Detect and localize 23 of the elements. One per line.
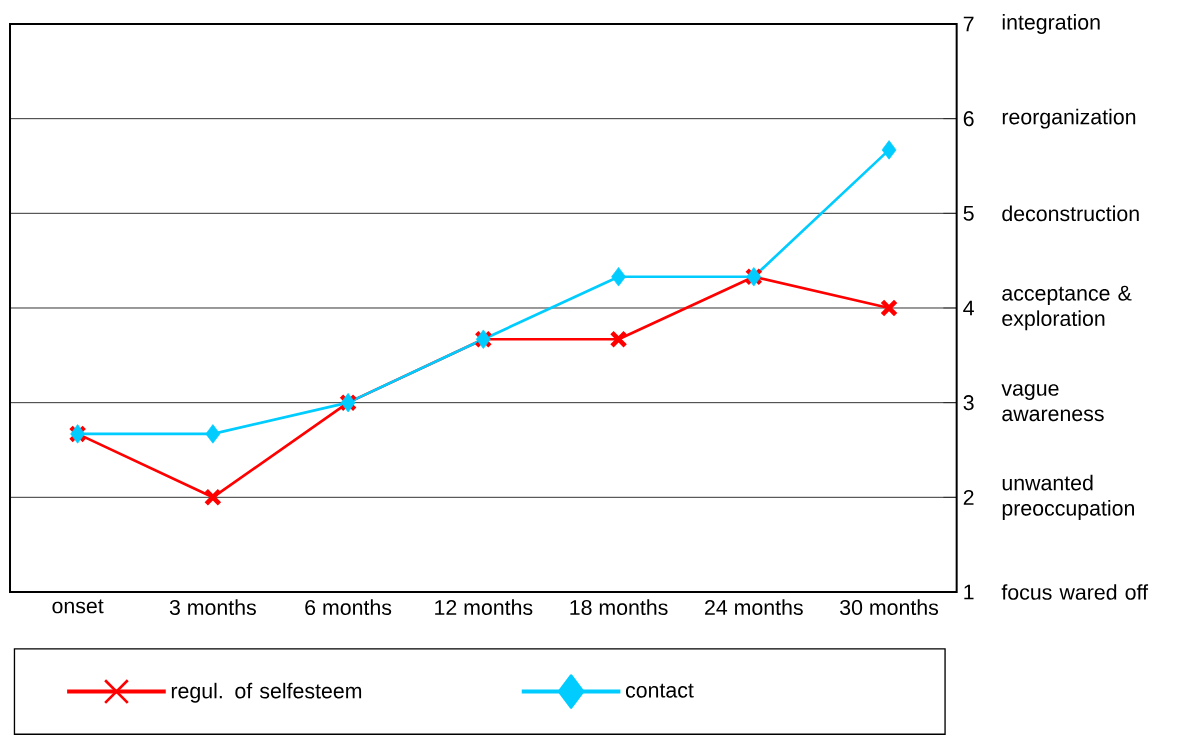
y-tick-label: 1 (964, 584, 974, 600)
y-tick-label: 6 (963, 111, 974, 127)
x-tick-label: 6 months (305, 599, 392, 616)
text: deconstruction (1002, 205, 1139, 222)
text: focus wared off (1001, 584, 1149, 600)
y-tick-label: 4 (963, 300, 974, 316)
x-tick-label: onset (52, 599, 104, 614)
x-tick-label: 18 months (570, 599, 668, 616)
text: acceptance & exploration (1002, 285, 1132, 331)
x-tick-label: 24 months (705, 599, 803, 616)
y-tick-label: 2 (963, 489, 974, 505)
legend-label: contact (625, 683, 694, 698)
text: reorganization (1002, 108, 1136, 129)
text: integration (1002, 14, 1100, 34)
x-tick-label: 3 months (169, 599, 256, 616)
text: vague awareness (1001, 384, 1104, 422)
y-tick-label: 3 (963, 395, 974, 411)
x-tick-label: 30 months (840, 599, 939, 616)
text: unwanted preoccupation (1002, 474, 1134, 520)
y-tick-label: 5 (963, 205, 974, 221)
x-tick-label: 12 months (435, 599, 533, 616)
y-tick-label: 7 (963, 16, 974, 32)
legend-label: regul. of selfesteem (171, 682, 362, 703)
